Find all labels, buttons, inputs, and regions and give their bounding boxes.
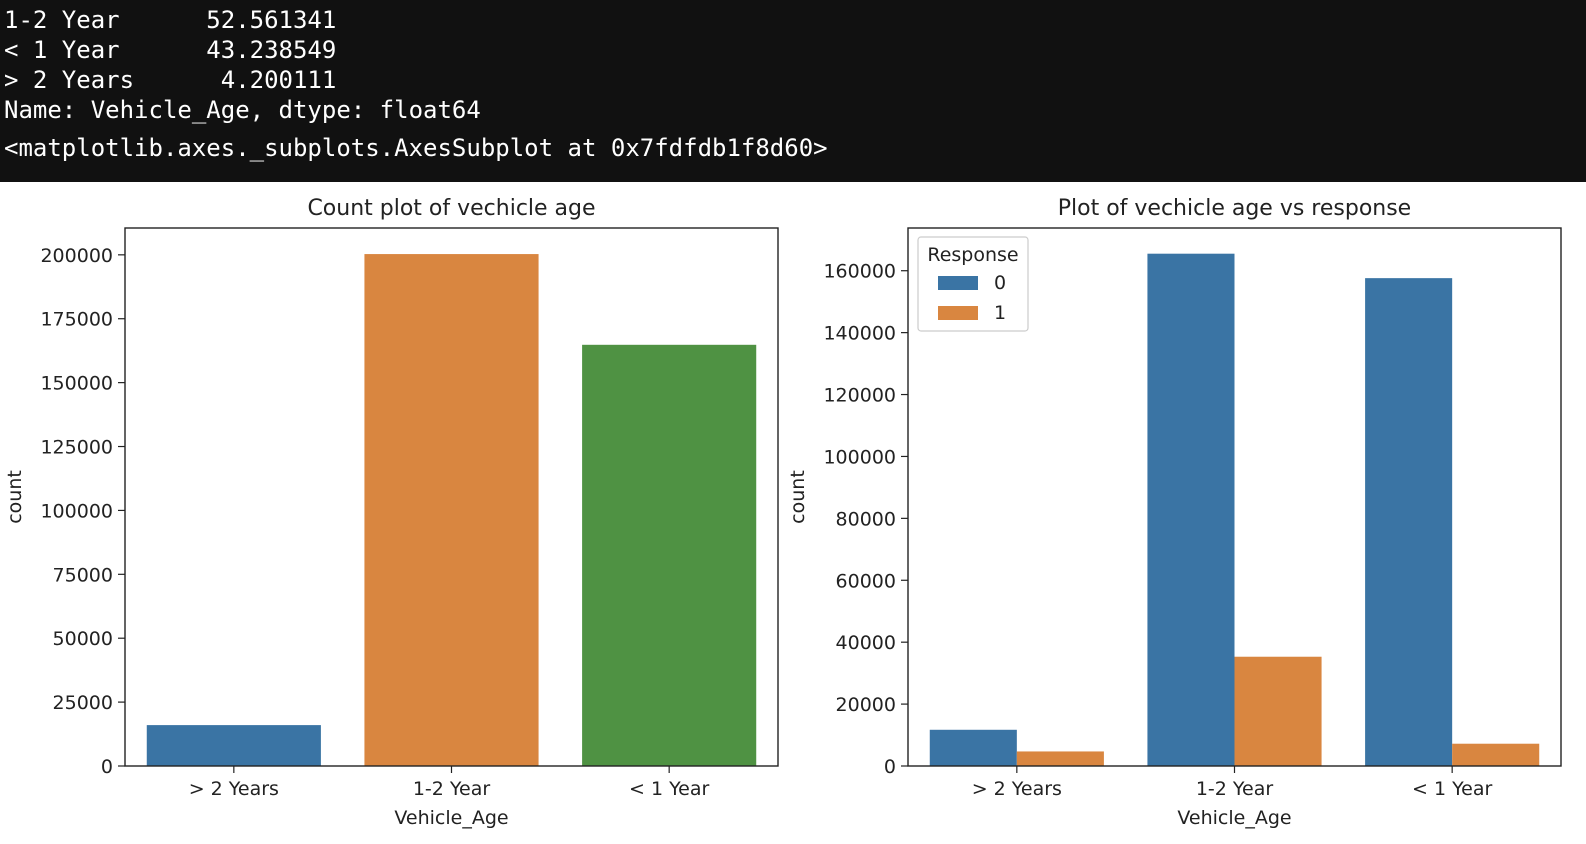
- bar-1-series0-1: [1147, 253, 1235, 766]
- y-tick-label: 120000: [823, 385, 896, 407]
- x-tick-label: < 1 Year: [1412, 778, 1493, 800]
- legend-swatch-1: [938, 306, 978, 320]
- y-tick-label: 80000: [836, 508, 896, 530]
- bar-0-1: [364, 254, 539, 767]
- bar-1-series1-2: [1452, 743, 1540, 766]
- x-tick-label: 1-2 Year: [413, 778, 490, 800]
- y-axis-label: count: [4, 470, 26, 524]
- bar-0-0: [146, 725, 321, 766]
- y-tick-label: 150000: [40, 373, 113, 395]
- x-axis-label: Vehicle_Age: [1177, 807, 1291, 829]
- console-line: 1-2 Year 52.561341: [4, 6, 337, 34]
- y-tick-label: 175000: [40, 309, 113, 331]
- y-tick-label: 60000: [836, 570, 896, 592]
- y-tick-label: 25000: [53, 692, 113, 714]
- chart-title: Plot of vechicle age vs response: [1058, 196, 1411, 221]
- y-tick-label: 100000: [40, 500, 113, 522]
- y-tick-label: 0: [101, 756, 113, 778]
- x-axis-label: Vehicle_Age: [394, 807, 508, 829]
- x-tick-label: 1-2 Year: [1196, 778, 1273, 800]
- bar-0-2: [582, 344, 757, 766]
- x-tick-label: > 2 Years: [189, 778, 279, 800]
- legend-label-0: 0: [994, 272, 1006, 294]
- console-line: <matplotlib.axes._subplots.AxesSubplot a…: [4, 134, 828, 162]
- legend-swatch-0: [938, 276, 978, 290]
- console-line: > 2 Years 4.200111: [4, 66, 337, 94]
- x-tick-label: < 1 Year: [629, 778, 710, 800]
- y-tick-label: 100000: [823, 446, 896, 468]
- y-tick-label: 75000: [53, 564, 113, 586]
- y-tick-label: 0: [884, 756, 896, 778]
- y-tick-label: 160000: [823, 261, 896, 283]
- y-axis-label: count: [787, 470, 809, 524]
- legend-label-1: 1: [994, 302, 1006, 324]
- console-line: Name: Vehicle_Age, dtype: float64: [4, 96, 481, 124]
- y-tick-label: 125000: [40, 437, 113, 459]
- chart-title: Count plot of vechicle age: [307, 196, 595, 221]
- y-tick-label: 50000: [53, 628, 113, 650]
- legend-title: Response: [927, 244, 1018, 266]
- x-tick-label: > 2 Years: [972, 778, 1062, 800]
- console-output: 1-2 Year 52.561341 < 1 Year 43.238549 > …: [0, 0, 1586, 182]
- y-tick-label: 40000: [836, 632, 896, 654]
- y-tick-label: 200000: [40, 245, 113, 267]
- y-tick-label: 20000: [836, 694, 896, 716]
- y-tick-label: 140000: [823, 323, 896, 345]
- bar-1-series0-0: [929, 729, 1017, 766]
- console-line: < 1 Year 43.238549: [4, 36, 337, 64]
- bar-1-series1-0: [1016, 751, 1104, 766]
- bar-1-series1-1: [1234, 656, 1322, 766]
- bar-1-series0-2: [1365, 278, 1453, 766]
